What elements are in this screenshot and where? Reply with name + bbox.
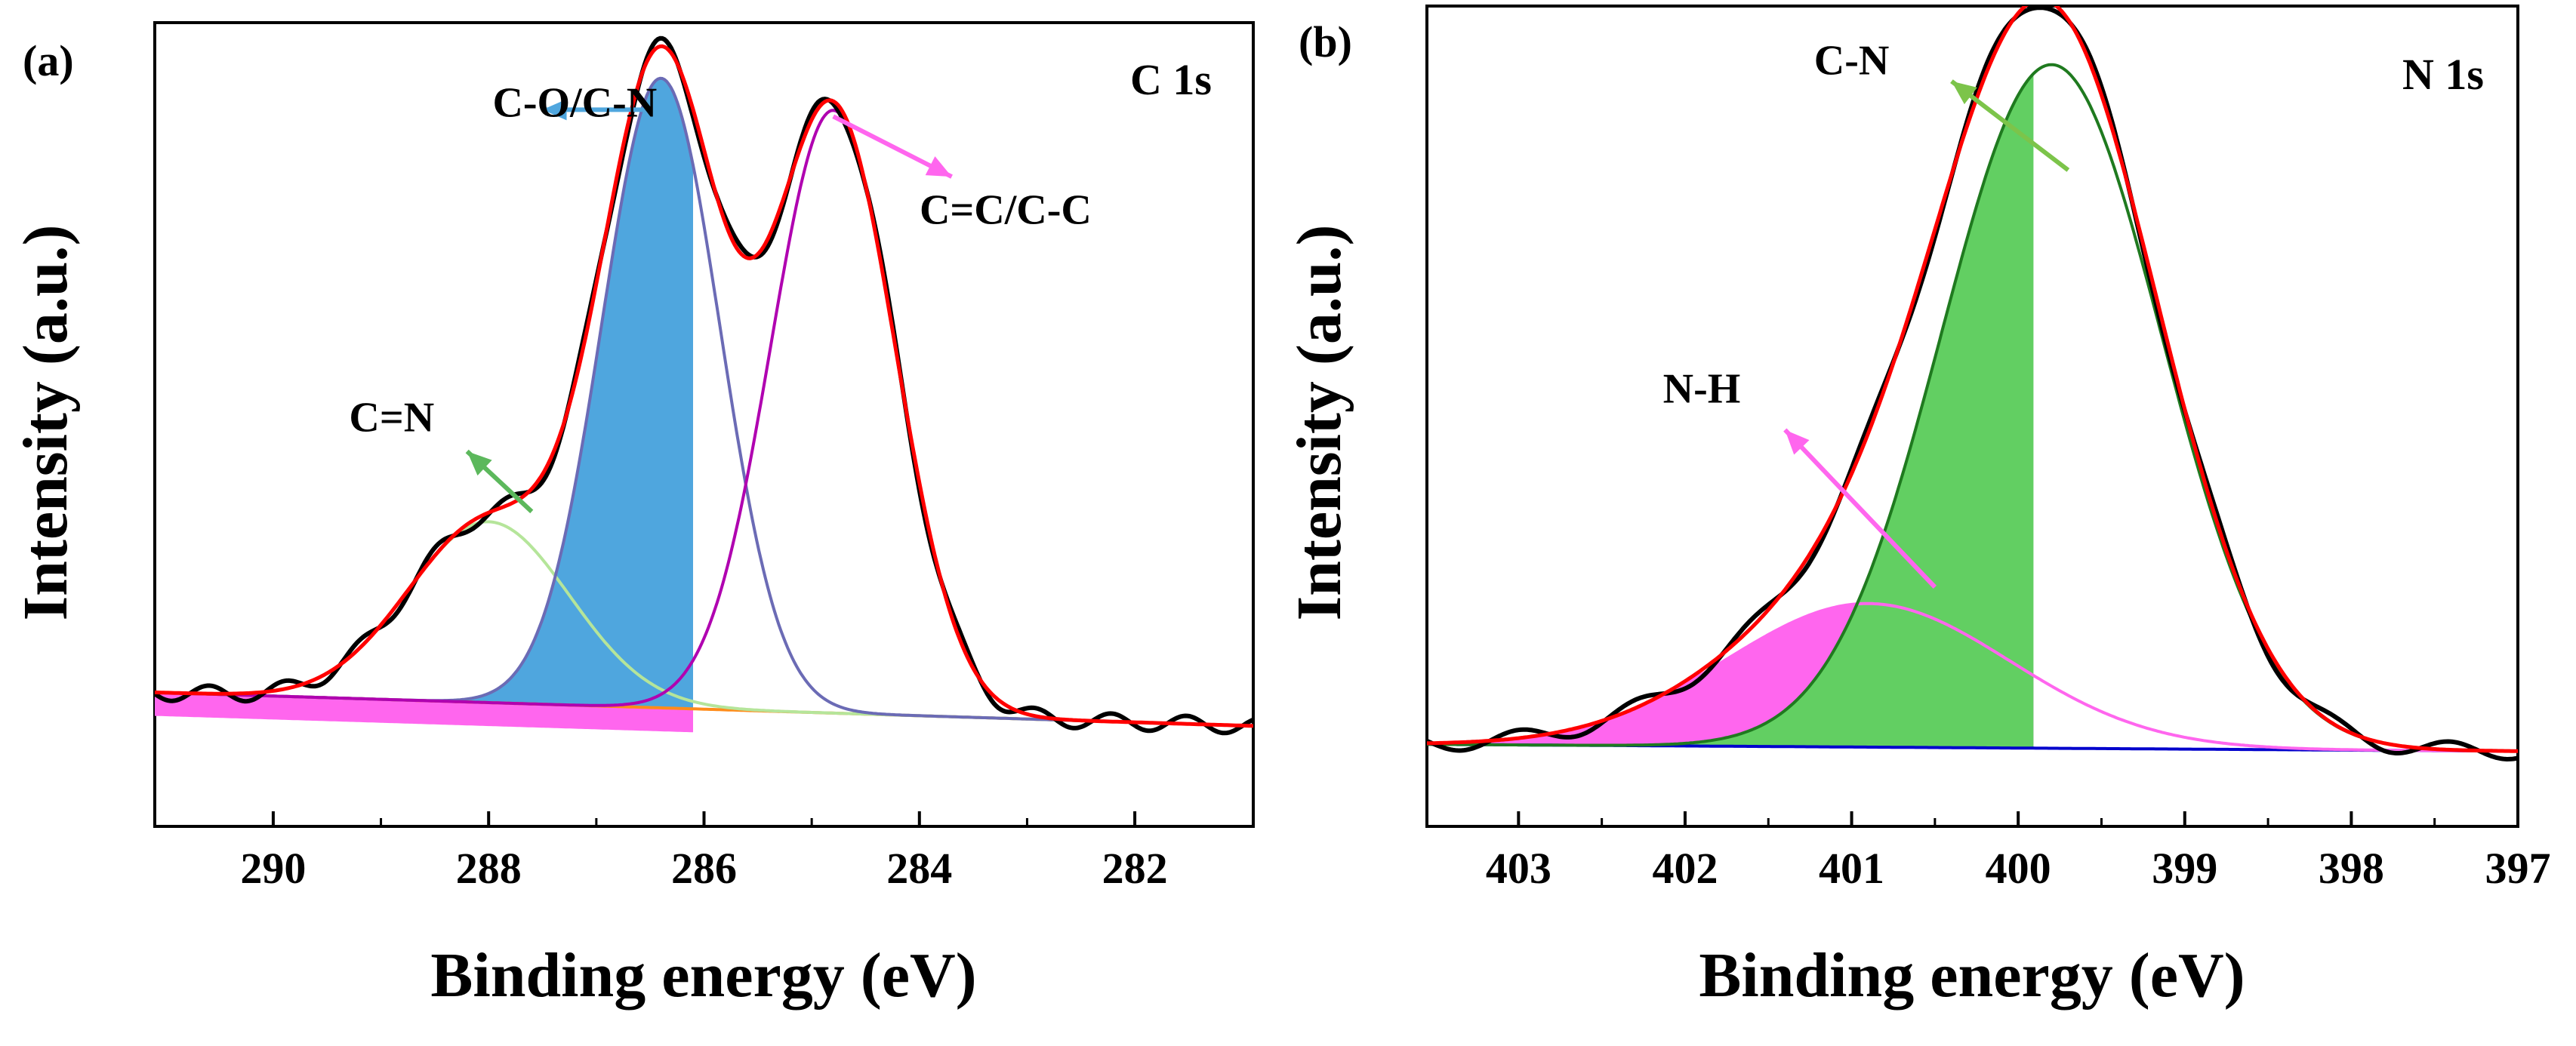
panel-a-peak-line-1 — [155, 76, 1253, 728]
xtick-label-0-2: 286 — [671, 844, 737, 893]
xtick-label-1-1: 402 — [1652, 844, 1718, 893]
panel-a-xtick-layer: 290 288 286 284 282 — [240, 811, 1168, 893]
panel-b-tag: N 1s — [2402, 50, 2484, 99]
panel-a-fit-envelope-line — [155, 44, 1253, 728]
panel-a-ylabel: Intensity (a.u.) — [11, 224, 81, 620]
xtick-label-1-0: 403 — [1486, 844, 1551, 893]
panel-b-fit-envelope-line — [1427, 6, 2518, 753]
panel-b-ylabel: Intensity (a.u.) — [1284, 224, 1354, 620]
annotation-arrowhead-0-1 — [925, 156, 952, 177]
panel-a-annotation-layer: C-O/C-N C=C/C-C C=N — [349, 79, 1092, 514]
annotation-label-1-1: N-H — [1663, 365, 1741, 412]
annotation-label-1-0: C-N — [1814, 38, 1890, 85]
xtick-label-1-3: 400 — [1986, 844, 2051, 893]
annotation-label-0-0: C-O/C-N — [492, 79, 657, 126]
panel-a-series-layer — [155, 35, 1253, 736]
annotation-label-0-1: C=C/C-C — [920, 186, 1092, 233]
panel-a-c1s: (a) C 1s C-O/C-NC=C/C-CC=N 290 288 286 284 2… — [11, 21, 1255, 1011]
xtick-label-1-4: 399 — [2152, 844, 2217, 893]
xtick-label-0-4: 282 — [1102, 844, 1168, 893]
panel-b-xtick-layer: 403 402 401 400 399 398 397 — [1486, 811, 2551, 893]
panel-a-label: (a) — [23, 36, 74, 85]
panel-b-n1s: (b) N 1s C-N N-H 403 402 401 400 399 398 397 Bi… — [1284, 5, 2551, 1011]
annotation-arrow-1-1 — [1783, 428, 1937, 589]
panel-a-peak-fill-1 — [155, 78, 693, 709]
annotation-arrowhead-1-1 — [1785, 429, 1810, 455]
xtick-label-0-0: 290 — [240, 844, 306, 893]
xtick-label-0-3: 284 — [886, 844, 952, 893]
panel-a-tag: C 1s — [1130, 55, 1212, 104]
annotation-arrowhead-1-0 — [1951, 81, 1977, 105]
annotation-label-0-2: C=N — [349, 394, 434, 441]
panel-b-label: (b) — [1299, 17, 1352, 66]
annotation-arrowhead-0-0 — [542, 99, 567, 121]
xtick-label-1-5: 398 — [2319, 844, 2384, 893]
xtick-label-1-2: 401 — [1819, 844, 1884, 893]
panel-b-series-layer — [1427, 6, 2518, 762]
annotation-arrow-1-0 — [1950, 79, 2070, 172]
panel-b-xlabel: Binding energy (eV) — [1699, 940, 2245, 1011]
xtick-label-1-6: 397 — [2485, 844, 2551, 893]
xtick-label-0-1: 288 — [456, 844, 522, 893]
panel-b-annotation-layer: C-N N-H — [1663, 38, 2070, 589]
panel-a-xlabel: Binding energy (eV) — [430, 940, 976, 1011]
panel-a-peak-line-0 — [155, 520, 1253, 728]
panel-a-background-fill — [155, 692, 693, 733]
panel-b-peak-fill-1 — [1427, 73, 2034, 749]
panel-b-plot-frame — [1425, 5, 2519, 828]
annotation-arrowhead-0-2 — [467, 451, 492, 476]
